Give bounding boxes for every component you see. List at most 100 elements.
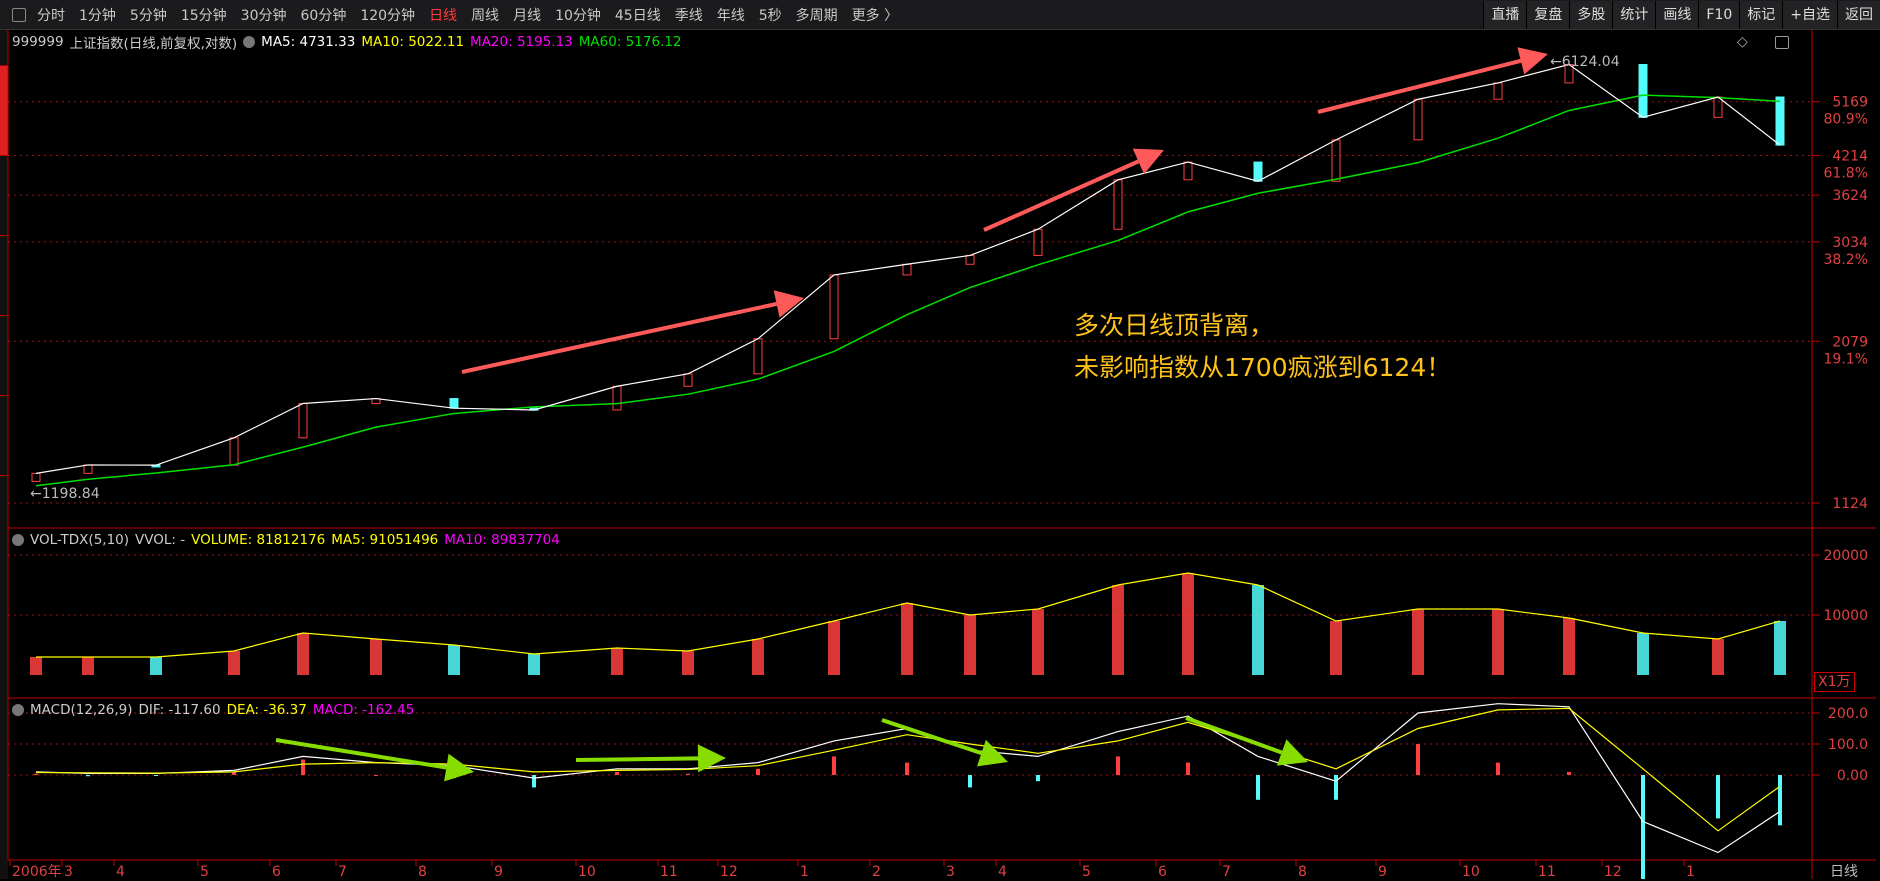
high-price-label: ←6124.04 — [1550, 54, 1620, 70]
date-label: 2006年 — [12, 864, 62, 879]
volume-bar — [228, 651, 240, 675]
period-tab[interactable]: 月线 — [513, 7, 542, 24]
ma20-value: MA20: 5195.13 — [470, 34, 573, 50]
macd-bar — [154, 775, 158, 776]
volume-bar — [150, 657, 162, 675]
red-arrow — [461, 301, 778, 374]
macd-bar — [34, 773, 38, 775]
period-tab[interactable]: 1分钟 — [79, 7, 116, 24]
toolbar-button[interactable]: 多股 — [1569, 1, 1613, 29]
macd-bar — [374, 775, 378, 776]
green-arrow — [575, 756, 699, 762]
candle — [753, 338, 763, 375]
macd-bar — [1641, 775, 1645, 879]
side-tab[interactable] — [0, 316, 8, 396]
volume-tick-label: 10000 — [1823, 608, 1868, 624]
macd-bar — [86, 775, 90, 777]
period-tab[interactable]: 年线 — [716, 7, 745, 24]
macd-bar — [1186, 762, 1190, 775]
macd-bar — [1716, 775, 1720, 819]
fib-pct-label: 19.1% — [1824, 351, 1868, 367]
period-tab[interactable]: 多周期 — [795, 7, 838, 24]
period-tab[interactable]: 周线 — [471, 7, 500, 24]
side-tab[interactable] — [0, 30, 8, 66]
toolbar-button[interactable]: +自选 — [1782, 1, 1837, 29]
ma5-value: MA5: 4731.33 — [261, 34, 356, 50]
price-tick-label: 2079 — [1832, 334, 1868, 350]
diamond-icon[interactable]: ◇ — [1737, 34, 1748, 50]
toolbar-button[interactable]: F10 — [1698, 1, 1740, 29]
side-tab-strip — [0, 30, 8, 879]
macd-bar — [686, 773, 690, 775]
chevron-down-icon[interactable] — [243, 36, 256, 48]
green-arrow — [275, 738, 447, 770]
period-tab[interactable]: 更多 〉 — [851, 7, 899, 24]
volume-bar — [30, 657, 42, 675]
period-label[interactable]: 日线 — [1830, 864, 1858, 880]
macd-bar — [1334, 775, 1338, 800]
period-toolbar: 分时 1分钟 5分钟 15分钟 30分钟 60分钟 120分钟 日线 周线 月线 10分钟 45日线季… — [0, 0, 1880, 30]
toolbar-button[interactable]: 直播 — [1483, 1, 1527, 29]
toolbar-button[interactable]: 返回 — [1837, 1, 1880, 29]
price-tick-label: 3034 — [1832, 235, 1868, 251]
macd-bar — [1116, 756, 1120, 775]
period-tab[interactable]: 120分钟 — [360, 7, 416, 24]
red-arrow — [983, 159, 1140, 232]
green-arrow — [1185, 716, 1283, 755]
close-line — [35, 63, 1781, 474]
toolbar-button[interactable]: 标记 — [1739, 1, 1783, 29]
date-label: 8 — [418, 864, 427, 879]
side-tab[interactable] — [0, 396, 8, 476]
ma60-value: MA60: 5176.12 — [578, 34, 682, 50]
vvol-value: VVOL: - — [135, 532, 186, 548]
volume-bar — [1492, 609, 1504, 675]
macd-bar — [1496, 762, 1500, 775]
macd-bar — [301, 759, 305, 775]
macd-bar — [532, 775, 536, 788]
toolbar-button[interactable]: 复盘 — [1526, 1, 1570, 29]
annotation-line-2: 未影响指数从1700疯涨到6124！ — [1074, 353, 1452, 382]
dif-value: DIF: -117.60 — [138, 702, 221, 718]
volume-bar — [370, 639, 382, 675]
date-label: 5 — [200, 864, 209, 879]
candle — [1413, 98, 1423, 141]
panel-toggle-icon[interactable] — [12, 7, 26, 22]
side-tab[interactable] — [0, 236, 8, 316]
volume-bar — [1330, 621, 1342, 675]
candle — [965, 254, 975, 265]
date-label: 12 — [720, 864, 738, 879]
candle — [1493, 82, 1503, 100]
side-tab[interactable] — [0, 156, 8, 236]
fib-pct-label: 61.8% — [1824, 165, 1868, 181]
volume-bar — [1412, 609, 1424, 675]
macd-bar — [968, 775, 972, 788]
period-tab[interactable]: 分时 — [37, 7, 65, 24]
green-arrow-head — [697, 744, 726, 773]
date-label: 10 — [578, 864, 596, 879]
period-tab[interactable]: 5分钟 — [129, 7, 167, 24]
volume-bar — [1032, 609, 1044, 675]
chevron-down-icon[interactable] — [12, 704, 24, 716]
period-tab[interactable]: 5秒 — [758, 7, 782, 24]
side-tab-active[interactable] — [0, 66, 8, 156]
toolbar-button[interactable]: 画线 — [1655, 1, 1699, 29]
ma10-value: MA10: 5022.11 — [361, 34, 465, 50]
volume-bar — [901, 603, 913, 675]
candle — [1775, 96, 1785, 146]
period-tab[interactable]: 10分钟 — [555, 7, 601, 24]
period-tab[interactable]: 60分钟 — [300, 7, 347, 24]
volume-bar — [82, 657, 94, 675]
macd-bar — [1778, 775, 1782, 826]
volume-bar — [1637, 633, 1649, 675]
date-label: 1 — [1686, 864, 1695, 879]
period-tab[interactable]: 季线 — [674, 7, 703, 24]
period-tab[interactable]: 45日线 — [614, 7, 661, 24]
layout-icon[interactable] — [1775, 36, 1789, 49]
dea-line — [35, 707, 1781, 832]
period-tab[interactable]: 30分钟 — [240, 7, 287, 24]
period-tab[interactable]: 日线 — [429, 7, 458, 24]
chevron-down-icon[interactable] — [12, 534, 24, 546]
toolbar-button[interactable]: 统计 — [1612, 1, 1656, 29]
period-tab[interactable]: 15分钟 — [180, 7, 227, 24]
